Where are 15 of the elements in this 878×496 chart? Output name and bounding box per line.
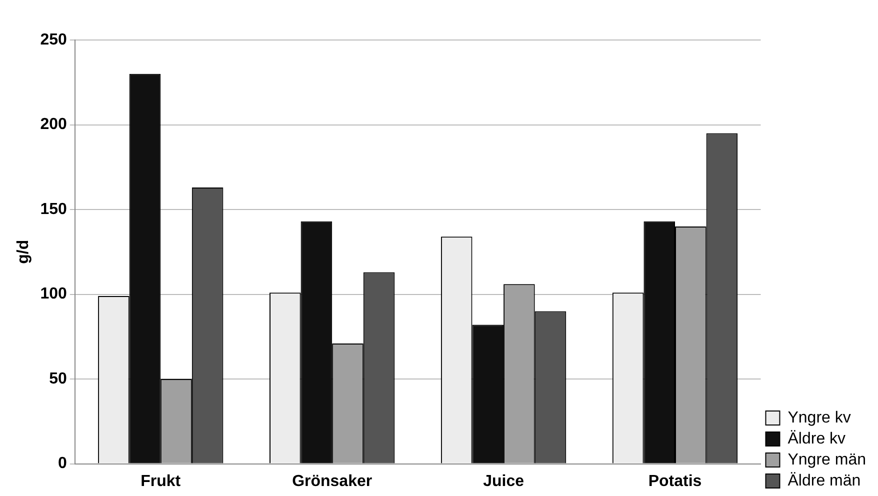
y-tick-label: 150 bbox=[40, 200, 67, 218]
y-tick-label: 250 bbox=[40, 31, 67, 48]
legend-label: Äldre kv bbox=[788, 429, 846, 448]
x-tick-label: Potatis bbox=[648, 472, 702, 490]
legend-label: Yngre män bbox=[788, 451, 866, 468]
x-tick-label: Grönsaker bbox=[292, 472, 372, 490]
y-tick-label: 0 bbox=[58, 455, 67, 472]
y-tick-label: 50 bbox=[49, 370, 67, 388]
legend-label: Äldre män bbox=[788, 471, 861, 490]
y-axis-title: g/d bbox=[15, 240, 32, 264]
x-tick-label: Juice bbox=[483, 472, 524, 490]
x-tick-label: Frukt bbox=[140, 472, 182, 490]
y-tick-label: 200 bbox=[40, 116, 67, 134]
legend-label: Yngre kv bbox=[788, 409, 851, 426]
y-tick-label: 100 bbox=[40, 286, 67, 303]
